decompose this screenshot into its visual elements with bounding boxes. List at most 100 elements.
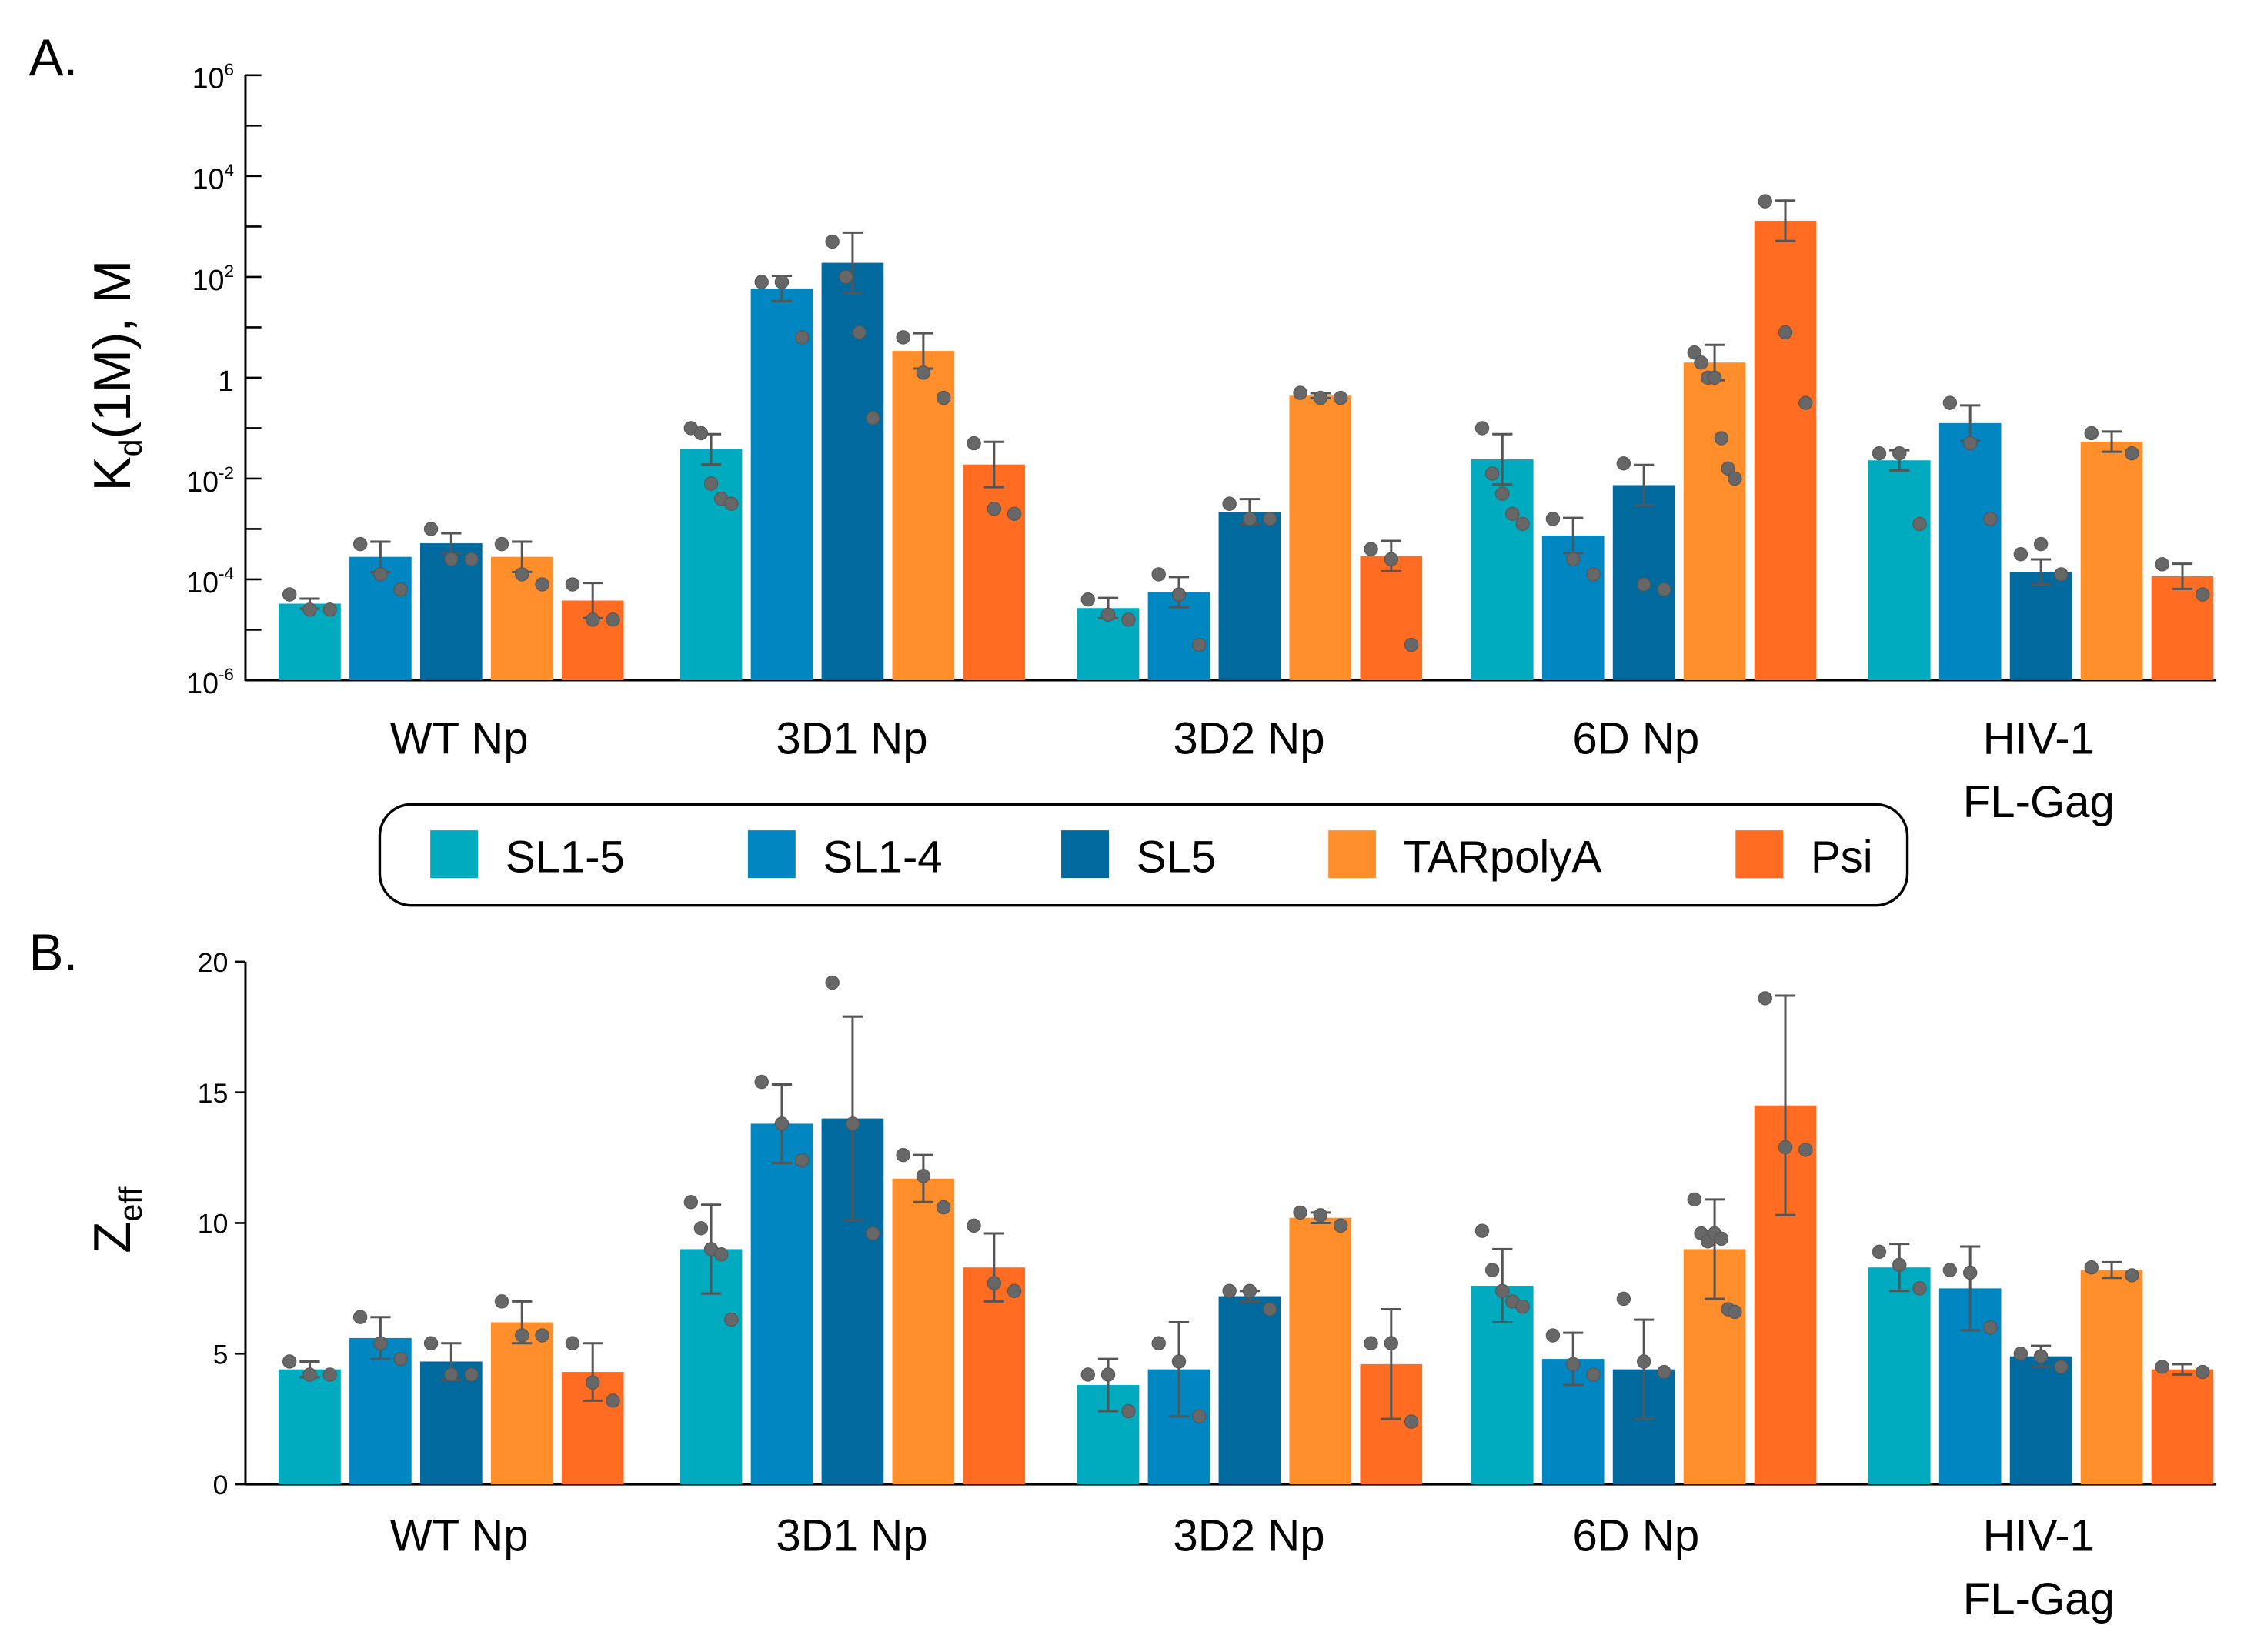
bar-sl5 [419,1361,483,1485]
data-point [1636,577,1651,592]
data-point [2084,1260,2099,1275]
category-label: 3D2 Np [1173,714,1324,764]
data-point [1192,637,1207,652]
data-point [1912,1281,1927,1296]
data-point [1758,991,1772,1006]
data-point [322,1367,337,1382]
data-point [2196,587,2210,602]
tick-exponent: 2 [224,262,234,281]
legend-label: SL1-5 [506,833,625,883]
legend-label: SL5 [1137,833,1216,883]
data-point [967,1218,981,1233]
y-axis-label: Kd(1M), M [84,260,149,492]
data-point [1545,512,1561,526]
data-point [1495,486,1510,501]
bar-psi [2151,1369,2214,1485]
data-point [2155,1360,2169,1374]
data-point [2125,1268,2139,1283]
data-point [795,330,810,345]
data-point [1657,1364,1671,1380]
ylabel-main: K [84,456,142,491]
data-point [1222,496,1237,511]
data-point [1151,567,1166,582]
y-tick-label: 1 [218,365,234,397]
data-point [1728,471,1742,486]
data-point [1495,1283,1510,1298]
category-label: 6D Np [1572,714,1699,764]
y-axis-label: Zeff [84,1186,149,1253]
legend-swatch-sl5 [1061,830,1109,879]
data-point [1983,1320,1998,1335]
tick-base: 10 [186,466,219,498]
legend-label: TARpolyA [1404,833,1602,883]
data-point [916,1169,931,1183]
data-point [774,275,790,289]
data-point [1872,1244,1887,1260]
panel-b-zeff-chart: B. 0 5 10 15 20 Zeff WT Np 3D1 Np 3D2 Np 6D Np HIV-… [29,924,2217,1624]
category-label: HIV-1 [1983,1510,2095,1560]
data-point [2196,1364,2210,1380]
data-point [1721,461,1735,476]
bar-psi [1754,220,1817,680]
data-point [724,1312,739,1327]
tick-base: 10 [186,566,219,599]
data-point [1798,1143,1813,1157]
data-point [703,476,719,491]
data-point [1657,582,1671,597]
data-point [2033,536,2049,552]
data-point [606,1393,620,1408]
tick-base: 10 [186,667,219,699]
data-point [535,577,549,592]
bar-psi [963,464,1026,680]
data-point [1171,587,1187,602]
data-point [2054,1360,2069,1374]
tick-base: 10 [192,62,225,95]
data-point [724,496,739,511]
data-point [896,330,910,345]
y-tick-label: 104 [192,161,234,195]
data-point [393,582,408,597]
bar-sl1-4 [750,288,813,680]
data-point [967,436,981,451]
category-label: 3D1 Np [776,1510,927,1560]
data-point [774,1116,790,1131]
legend-swatch-sl1-5 [430,830,479,879]
data-point [494,1294,509,1309]
data-point [1007,506,1022,521]
bar-tarpolya [490,1322,553,1485]
y-tick-label: 102 [192,262,234,296]
data-point [845,1116,860,1131]
data-point [1942,1263,1958,1277]
data-point [936,390,951,405]
data-point [1616,456,1631,471]
data-point [1758,194,1772,209]
ylabel-rest: (1M), M [84,260,142,439]
data-point [1484,466,1500,481]
data-point [795,1153,810,1168]
bar-sl1-5 [279,1369,341,1485]
data-point [1714,1231,1729,1247]
data-point [444,1367,459,1382]
data-point [1222,1283,1237,1298]
bar-psi [1360,556,1423,680]
bar-sl5 [1218,512,1281,680]
bar-sl5 [2009,572,2072,680]
data-point [1566,552,1581,566]
bar-tarpolya [2080,441,2143,680]
tick-base: 10 [192,163,225,195]
data-point [1892,1257,1907,1273]
data-point [1242,512,1257,526]
data-point [606,612,620,627]
data-point [852,325,867,340]
data-point [693,426,709,441]
y-tick-label: 10-6 [186,665,234,699]
data-point [1566,1357,1581,1372]
data-point [1121,1403,1136,1419]
data-point [1293,1205,1307,1220]
data-point [825,234,840,249]
data-point [1171,1354,1187,1369]
data-point [1121,612,1136,627]
data-point [586,1375,600,1390]
bar-sl5 [821,262,884,680]
data-point [1714,431,1729,446]
